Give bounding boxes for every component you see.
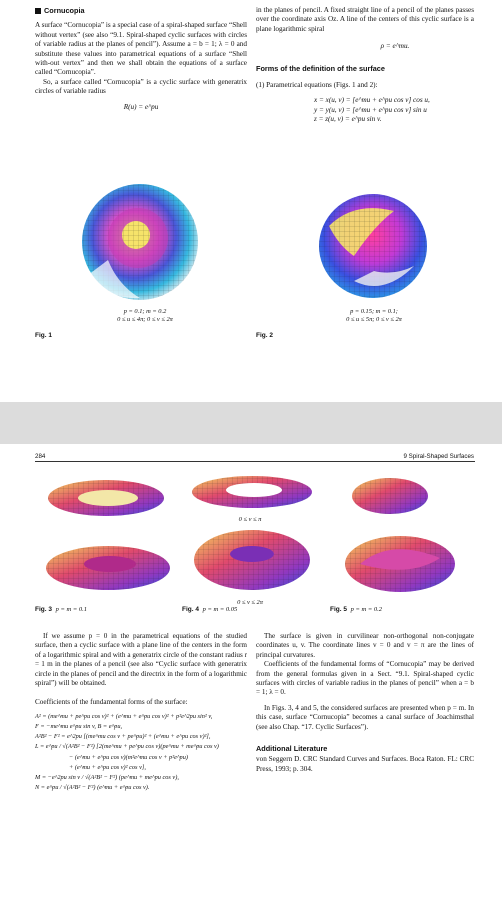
param-x: x = x(u, v) = [e^mu + e^pu cos v] cos u,: [314, 96, 430, 105]
fig1-param-line: p = 0.1; m = 0.2: [123, 308, 167, 315]
fig2-param-line: p = 0.15; m = 0.1;: [350, 308, 398, 315]
literature-heading: Additional Literature: [256, 744, 328, 754]
fig3-label: Fig. 3: [35, 606, 52, 613]
intro-paragraph: A surface “Cornucopia” is a special case…: [35, 21, 247, 77]
fig5-params: p = m = 0.2: [350, 606, 382, 613]
coefficients-paragraph: Coefficients of the fundamental forms of…: [256, 660, 474, 697]
fig1-parameters: p = 0.1; m = 0.2 0 ≤ u ≤ 4π; 0 ≤ v ≤ 2π: [78, 308, 212, 324]
fig1-range-line: 0 ≤ u ≤ 4π; 0 ≤ v ≤ 2π: [117, 316, 173, 323]
formula-M: M = −e^2pu sin v / √(A²B² − F²) (pe^mu +…: [35, 774, 179, 782]
fig1-cornucopia-image: [82, 184, 198, 300]
fig5-caption: Fig. 5 p = m = 0.2: [330, 606, 382, 613]
fig4-caption: Fig. 4 p = m = 0.05: [182, 606, 237, 613]
param-y: y = y(u, v) = [e^mu + e^pu cos v] sin u: [314, 105, 427, 114]
coefficient-formulas: A² = (me^mu + pe^pu cos v)² + (e^mu + e^…: [35, 712, 247, 794]
formula-A2: A² = (me^mu + pe^pu cos v)² + (e^mu + e^…: [35, 712, 213, 720]
square-bullet-icon: [35, 8, 41, 14]
range-half: 0 ≤ v ≤ π: [238, 516, 262, 523]
coordinates-paragraph: The surface is given in curvilinear non-…: [256, 632, 474, 659]
page-283: Cornucopia A surface “Cornucopia” is a s…: [0, 0, 502, 402]
fig4-image-top: [192, 476, 312, 508]
fig4-image-bottom: [194, 530, 310, 590]
param-z: z = z(u, v) = e^pu sin v.: [314, 115, 382, 124]
right-column-p1: in the planes of pencil. A fixed straigh…: [256, 6, 474, 125]
pencil-paragraph: in the planes of pencil. A fixed straigh…: [256, 6, 474, 33]
radius-equation: R(u) = e^pu: [123, 102, 159, 111]
right-column-p2: The surface is given in curvilinear non-…: [256, 632, 474, 774]
literature-entry: von Seggern D. CRC Standard Curves and S…: [256, 755, 474, 773]
formula-N: N = e^pu / √(A²B² − F²) (e^mu + e^pu cos…: [35, 784, 150, 792]
range-full: 0 ≤ v ≤ 2π: [237, 599, 263, 606]
forms-item: (1) Parametrical equations (Figs. 1 and …: [256, 81, 378, 90]
fig2-range-line: 0 ≤ u ≤ 5π; 0 ≤ v ≤ 2π: [346, 316, 402, 323]
page-number: 284: [35, 453, 46, 460]
formula-L-cont-2: + (e^mu + e^pu cos v)² cos v],: [69, 763, 146, 771]
fig4-params: p = m = 0.05: [202, 606, 238, 613]
header-rule: [35, 461, 475, 462]
fig2-cornucopia-image: [319, 194, 427, 298]
fig2-parameters: p = 0.15; m = 0.1; 0 ≤ u ≤ 5π; 0 ≤ v ≤ 2…: [304, 308, 444, 324]
section-heading: Cornucopia: [35, 6, 247, 15]
param-equations: x = x(u, v) = [e^mu + e^pu cos v] cos u,…: [256, 96, 474, 124]
running-head: 9 Spiral-Shaped Surfaces: [403, 453, 474, 460]
spiral-equation: ρ = e^mu.: [380, 42, 410, 51]
joachimsthal-paragraph: In Figs. 3, 4 and 5, the considered surf…: [256, 703, 474, 731]
fig2-label: Fig. 2: [256, 332, 273, 339]
formula-discriminant: A²B² − F² = e^2pu [(me^mu cos v + pe^pu)…: [35, 733, 211, 741]
intro-paragraph-2: So, a surface called “Cornucopia” is a c…: [35, 77, 247, 96]
fig5-image: [345, 478, 455, 592]
p-zero-paragraph: If we assume p = 0 in the parametrical e…: [35, 632, 247, 688]
fig1-label: Fig. 1: [35, 332, 52, 339]
fig3-params: p = m = 0.1: [55, 606, 87, 613]
fig5-label: Fig. 5: [330, 606, 347, 613]
formula-L-cont-1: − (e^mu + e^pu cos v)(m²e^mu cos v + p²e…: [69, 753, 188, 761]
left-column-p2: If we assume p = 0 in the parametrical e…: [35, 632, 247, 793]
fig4-label: Fig. 4: [182, 606, 199, 613]
coefficients-heading: Coefficients of the fundamental forms of…: [35, 698, 188, 707]
page-284: 284 9 Spiral-Shaped Surfaces 0 ≤ v ≤ π 0…: [0, 444, 502, 911]
forms-heading: Forms of the definition of the surface: [256, 63, 385, 73]
fig3-image: [46, 480, 170, 590]
formula-L: L = e^pu / √(A²B² − F²) [2(me^mu + pe^pu…: [35, 743, 219, 751]
fig3-caption: Fig. 3 p = m = 0.1: [35, 606, 87, 613]
left-column-p1: Cornucopia A surface “Cornucopia” is a s…: [35, 6, 247, 112]
formula-F-B: F = −me^mu e^pu sin v, B = e^pu,: [35, 723, 123, 731]
